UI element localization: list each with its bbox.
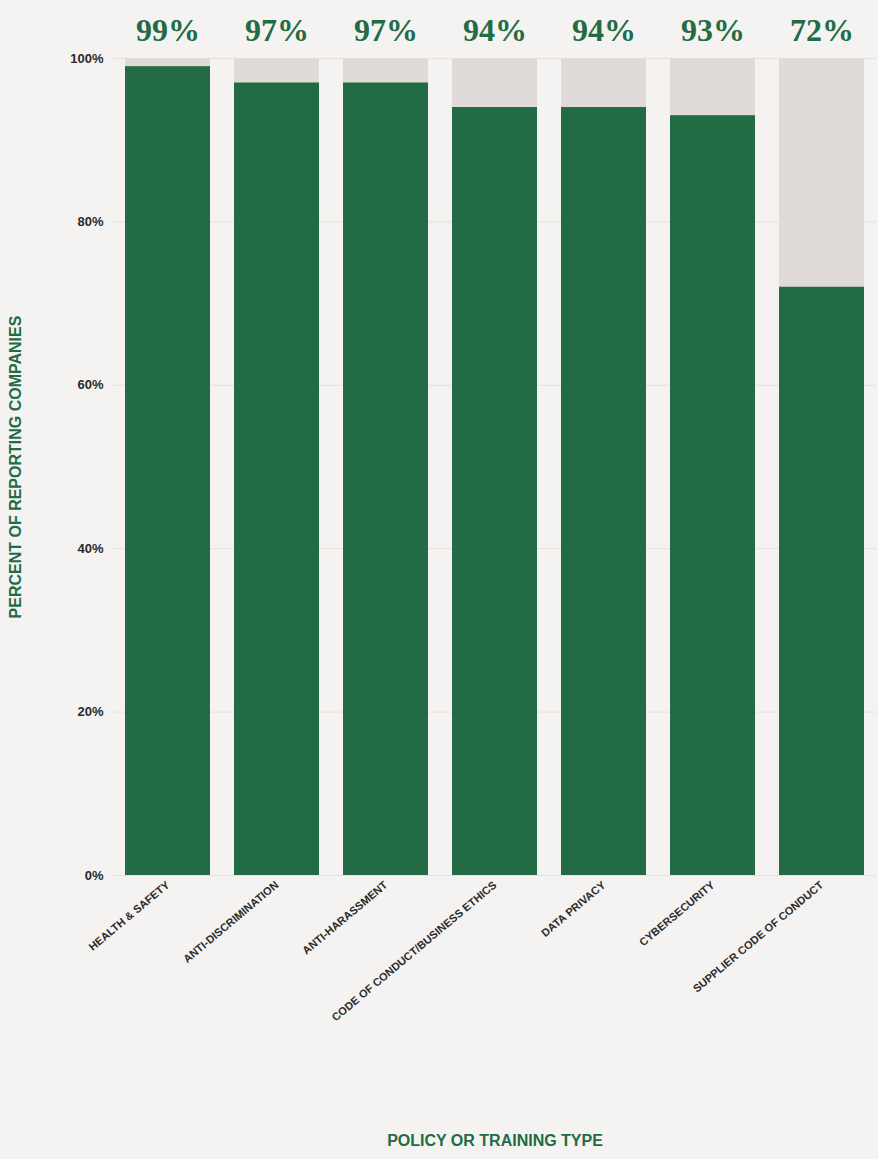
svg-text:93%: 93%	[681, 12, 745, 48]
svg-text:POLICY OR TRAINING TYPE: POLICY OR TRAINING TYPE	[387, 1132, 603, 1149]
svg-text:40%: 40%	[77, 541, 103, 556]
svg-text:100%: 100%	[70, 51, 104, 66]
svg-text:20%: 20%	[77, 704, 103, 719]
svg-text:ANTI-DISCRIMINATION: ANTI-DISCRIMINATION	[181, 879, 281, 965]
svg-text:ANTI-HARASSMENT: ANTI-HARASSMENT	[300, 878, 390, 956]
svg-text:CODE OF CONDUCT/BUSINESS ETHIC: CODE OF CONDUCT/BUSINESS ETHICS	[329, 879, 498, 1024]
svg-text:94%: 94%	[572, 12, 636, 48]
svg-text:94%: 94%	[463, 12, 527, 48]
svg-text:HEALTH & SAFETY: HEALTH & SAFETY	[86, 878, 172, 953]
svg-text:60%: 60%	[77, 377, 103, 392]
svg-text:97%: 97%	[245, 12, 309, 48]
svg-text:CYBERSECURITY: CYBERSECURITY	[637, 878, 717, 948]
svg-text:0%: 0%	[85, 868, 104, 883]
svg-text:DATA PRIVACY: DATA PRIVACY	[539, 878, 608, 939]
svg-text:80%: 80%	[77, 214, 103, 229]
svg-text:SUPPLIER CODE OF CONDUCT: SUPPLIER CODE OF CONDUCT	[690, 878, 825, 994]
svg-text:99%: 99%	[136, 12, 200, 48]
svg-text:72%: 72%	[790, 12, 854, 48]
svg-text:97%: 97%	[354, 12, 418, 48]
svg-text:PERCENT OF REPORTING COMPANIES: PERCENT OF REPORTING COMPANIES	[7, 315, 24, 618]
